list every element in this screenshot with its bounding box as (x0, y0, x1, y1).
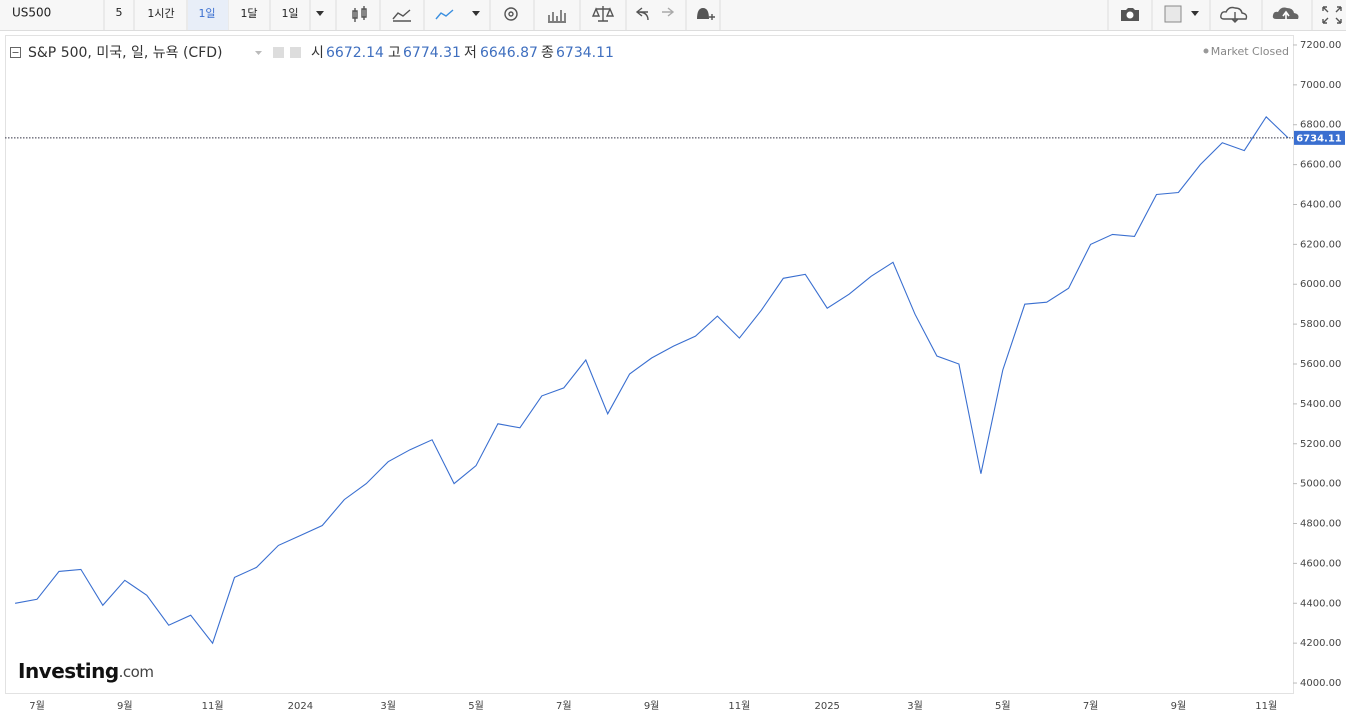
selected-interval (188, 0, 228, 30)
legend-icon[interactable] (290, 47, 301, 58)
x-tick-label: 11월 (1255, 700, 1277, 712)
watermark: Investing.com (18, 659, 153, 683)
y-tick-label: 5800.00 (1300, 319, 1341, 330)
x-tick-label: 9월 (644, 700, 660, 712)
y-tick-label: 5000.00 (1300, 479, 1341, 490)
watermark-suffix: .com (119, 663, 154, 681)
interval-button[interactable]: 1일 (281, 6, 298, 20)
x-tick-label: 7월 (29, 700, 45, 712)
x-tick-label: 11월 (202, 700, 224, 712)
market-status: Market Closed (1211, 45, 1289, 58)
y-tick-label: 6600.00 (1300, 160, 1341, 171)
interval-button[interactable]: 1달 (240, 7, 257, 20)
y-tick-label: 7200.00 (1300, 40, 1341, 51)
x-tick-label: 7월 (556, 700, 572, 712)
high-value: 6774.31 (403, 45, 461, 61)
y-tick-label: 4800.00 (1300, 519, 1341, 530)
low-value: 6646.87 (480, 45, 538, 61)
y-tick-label: 6000.00 (1300, 279, 1341, 290)
open-label: 시 (311, 45, 324, 61)
price-line (15, 115, 1289, 645)
y-tick-label: 4400.00 (1300, 598, 1341, 609)
interval-button[interactable]: 1일 (198, 6, 215, 20)
x-tick-label: 5월 (468, 700, 484, 712)
y-tick-label: 5200.00 (1300, 439, 1341, 450)
toolbar-separators (103, 0, 1313, 30)
x-tick-label: 9월 (1171, 700, 1187, 712)
interval-button[interactable]: 1시간 (147, 7, 174, 20)
legend-header: S&P 500, 미국, 일, 뉴욕 (CFD) 시 6672.14 고 677… (10, 45, 1289, 61)
instrument-name: S&P 500, 미국, 일, 뉴욕 (CFD) (28, 45, 223, 61)
y-tick-label: 6200.00 (1300, 239, 1341, 250)
y-tick-label: 5600.00 (1300, 359, 1341, 370)
x-tick-label: 9월 (117, 700, 133, 712)
x-tick-label: 11월 (728, 700, 750, 712)
y-tick-label: 6400.00 (1300, 199, 1341, 210)
x-tick-label: 3월 (380, 700, 396, 712)
x-tick-label: 5월 (995, 700, 1011, 712)
low-label: 저 (464, 45, 477, 61)
last-price-label: 6734.11 (1296, 133, 1342, 144)
close-label: 종 (541, 45, 554, 61)
high-label: 고 (388, 45, 401, 61)
x-tick-label: 3월 (907, 700, 923, 712)
watermark-brand: Investing (18, 659, 119, 683)
chart-pane (5, 35, 1294, 694)
x-tick-label: 2025 (814, 701, 839, 712)
close-value: 6734.11 (556, 45, 614, 61)
symbol-input[interactable]: US500 (12, 6, 51, 20)
last-price-box (1294, 130, 1345, 145)
y-tick-label: 7000.00 (1300, 80, 1341, 91)
y-tick-label: 4200.00 (1300, 638, 1341, 649)
toolbar-icons[interactable] (316, 5, 1342, 24)
y-tick-label: 6800.00 (1300, 120, 1341, 131)
y-tick-label: 4000.00 (1300, 678, 1341, 689)
y-tick-label: 5400.00 (1300, 399, 1341, 410)
y-tick-label: 4600.00 (1300, 558, 1341, 569)
x-tick-label: 2024 (288, 701, 313, 712)
open-value: 6672.14 (326, 45, 384, 61)
interval-button[interactable]: 5 (116, 6, 123, 19)
legend-icon[interactable] (273, 47, 284, 58)
x-tick-label: 7월 (1083, 700, 1099, 712)
